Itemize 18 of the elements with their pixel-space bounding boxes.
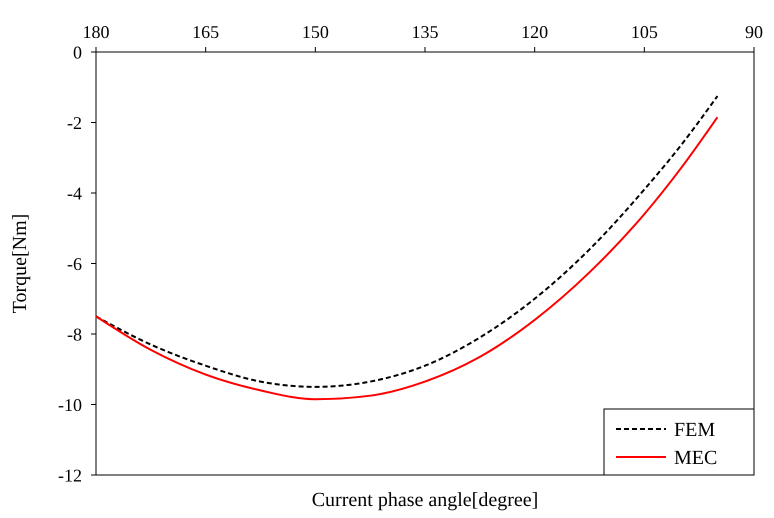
x-axis-title: Current phase angle[degree] <box>312 489 538 511</box>
y-tick-label: 0 <box>73 42 82 62</box>
x-tick-label: 180 <box>82 22 110 42</box>
y-tick-label: -2 <box>67 112 82 133</box>
x-tick-label: 135 <box>412 22 438 42</box>
y-tick-label: -6 <box>67 254 82 274</box>
x-tick-label: 120 <box>521 22 548 42</box>
y-tick-label: -4 <box>67 183 82 204</box>
y-tick-label: -12 <box>58 465 82 486</box>
x-tick-label: 150 <box>302 22 329 42</box>
y-axis-title: Torque[Nm] <box>9 214 31 314</box>
x-tick-label: 105 <box>630 22 658 42</box>
y-tick-label: -8 <box>67 324 82 344</box>
x-tick-label: 90 <box>745 22 763 42</box>
y-tick-label: -10 <box>58 394 82 415</box>
x-tick-label: 165 <box>192 22 220 42</box>
legend-label: FEM <box>674 419 716 441</box>
legend-label: MEC <box>674 447 718 469</box>
